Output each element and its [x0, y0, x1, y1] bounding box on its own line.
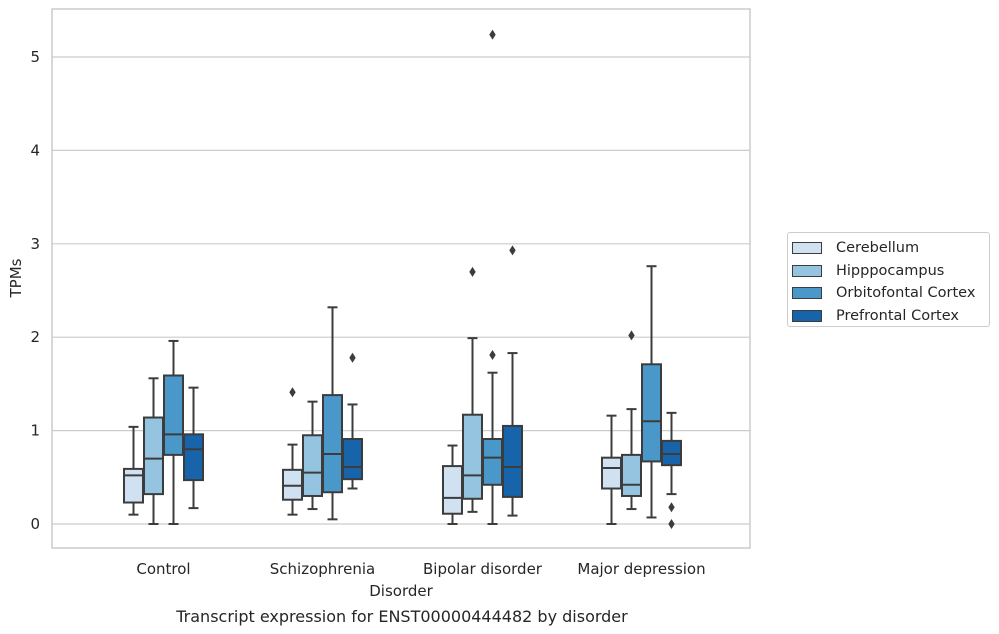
box-iqr: [183, 433, 204, 482]
box-iqr: [163, 374, 184, 456]
outlier-point: [668, 502, 675, 513]
y-tick-label: 2: [30, 328, 40, 346]
legend-swatch: [792, 242, 822, 255]
box-cerebellum: [442, 444, 463, 525]
legend-item: Cerebellum: [792, 237, 989, 260]
box-cerebellum: [601, 414, 622, 525]
x-tick-label: Control: [136, 560, 190, 578]
outlier-point: [289, 387, 296, 398]
box-iqr: [601, 456, 622, 490]
legend-label: Orbitofontal Cortex: [836, 285, 976, 302]
y-tick-label: 1: [30, 422, 40, 440]
box-hipppocampus: [462, 266, 483, 513]
box-prefrontal-cortex: [502, 245, 523, 517]
box-prefrontal-cortex: [342, 352, 363, 490]
legend: Cerebellum Hipppocampus Orbitofontal Corte…: [787, 232, 990, 327]
outlier-point: [489, 29, 496, 40]
x-axis-label: Disorder: [369, 582, 433, 600]
box-iqr: [143, 416, 164, 496]
box-prefrontal-cortex: [661, 411, 682, 529]
x-tick-label: Bipolar disorder: [423, 560, 543, 578]
legend-swatch: [792, 287, 822, 300]
legend-swatch: [792, 309, 822, 322]
chart-caption: Transcript expression for ENST0000044448…: [176, 607, 628, 626]
y-tick-label: 5: [30, 48, 40, 66]
box-iqr: [621, 453, 642, 497]
legend-item: Prefrontal Cortex: [792, 305, 989, 328]
legend-label: Prefrontal Cortex: [836, 307, 959, 324]
outlier-point: [489, 349, 496, 360]
box-cerebellum: [282, 387, 303, 516]
box-iqr: [322, 394, 343, 494]
box-orbitofontal-cortex: [322, 306, 343, 521]
x-tick-label: Major depression: [577, 560, 705, 578]
box-iqr: [442, 465, 463, 515]
box-prefrontal-cortex: [183, 386, 204, 510]
y-tick-label: 4: [30, 141, 40, 159]
x-ticks: Control Schizophrenia Bipolar disorder Majo…: [136, 560, 705, 578]
box-iqr: [302, 434, 323, 497]
legend-label: Hipppocampus: [836, 262, 945, 279]
box-orbitofontal-cortex: [482, 29, 503, 525]
y-tick-label: 0: [30, 515, 40, 533]
outlier-point: [668, 519, 675, 529]
y-ticks: 0 1 2 3 4 5: [30, 48, 40, 533]
plot-frame: [51, 8, 751, 549]
y-axis-label: TPMs: [7, 258, 25, 298]
box-cerebellum: [123, 425, 144, 516]
y-tick-label: 3: [30, 235, 40, 253]
box-iqr: [502, 424, 523, 498]
box-iqr: [641, 363, 662, 463]
outlier-point: [469, 266, 476, 277]
box-hipppocampus: [143, 377, 164, 525]
legend-item: Orbitofontal Cortex: [792, 282, 989, 305]
box-iqr: [462, 413, 483, 500]
legend-label: Cerebellum: [836, 240, 920, 257]
box-orbitofontal-cortex: [641, 265, 662, 519]
outlier-point: [628, 330, 635, 341]
x-tick-label: Schizophrenia: [270, 560, 375, 578]
legend-swatch: [792, 264, 822, 277]
legend-item: Hipppocampus: [792, 260, 989, 283]
box-hipppocampus: [621, 330, 642, 511]
box-iqr: [482, 438, 503, 486]
box-orbitofontal-cortex: [163, 339, 184, 525]
outlier-point: [349, 352, 356, 363]
box-iqr: [123, 467, 144, 504]
outlier-point: [509, 245, 516, 256]
box-hipppocampus: [302, 400, 323, 511]
box-iqr: [342, 438, 363, 481]
boxes: [123, 29, 682, 529]
